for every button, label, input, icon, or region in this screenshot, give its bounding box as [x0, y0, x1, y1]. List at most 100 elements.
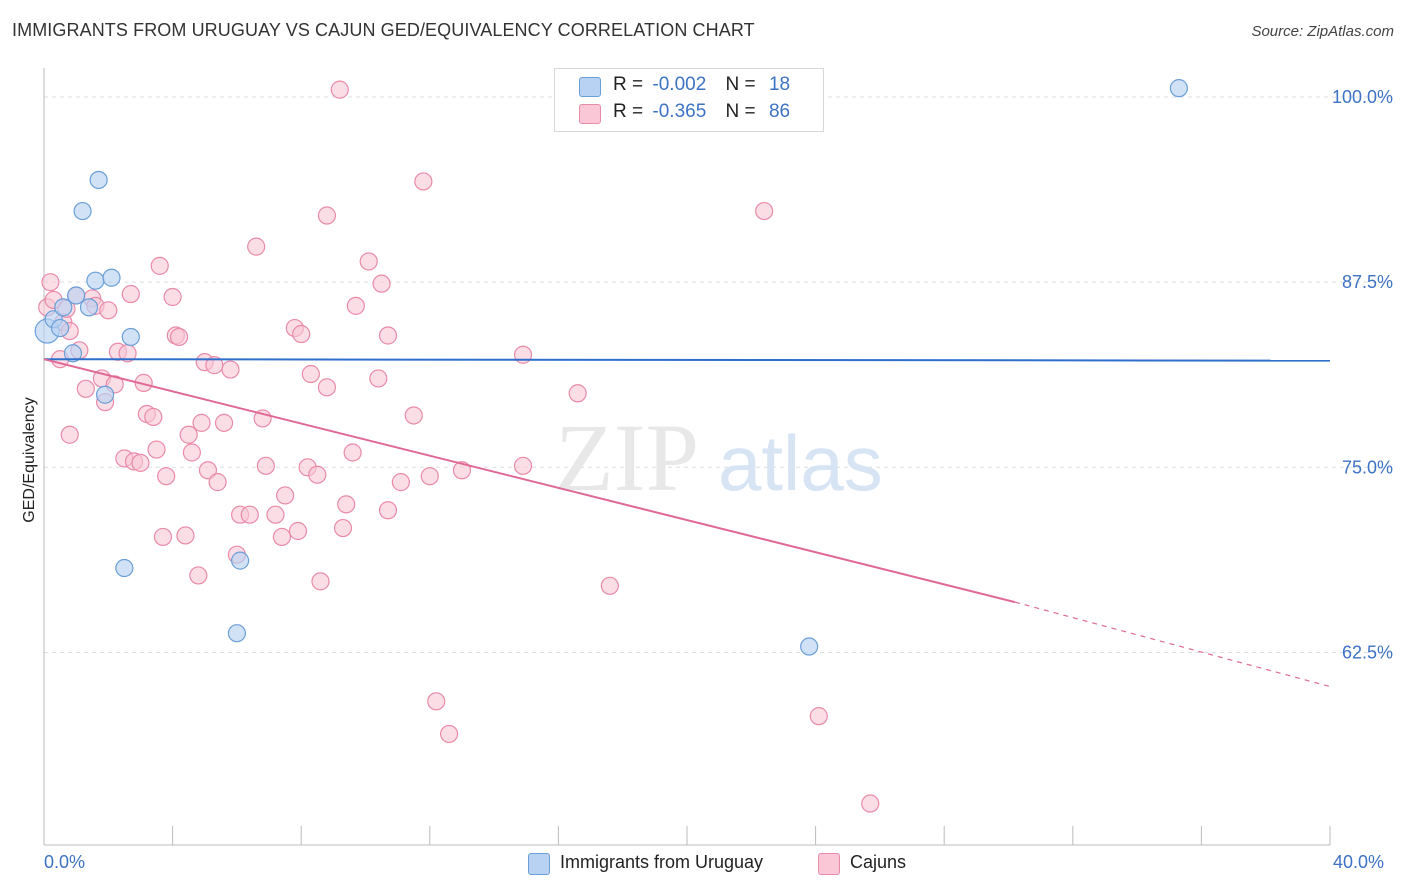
- trend-lines: [43, 358, 1331, 688]
- cajun-point: [452, 461, 472, 480]
- x-tick-max: 40.0%: [1333, 852, 1385, 872]
- cajun-point: [121, 284, 140, 304]
- cajun-point: [150, 256, 169, 275]
- cajun-point: [147, 440, 166, 459]
- uruguay-point: [50, 318, 70, 338]
- cajun-point: [292, 324, 311, 344]
- bottom-legend-swatch-cajuns: [818, 853, 840, 875]
- uruguay-point: [121, 327, 140, 347]
- legend-r-value: -0.365: [652, 101, 707, 122]
- cajun-point: [169, 327, 189, 347]
- cajun-point: [861, 794, 880, 813]
- cajun-point: [378, 501, 398, 520]
- cajun-point: [600, 576, 619, 595]
- cajun-point: [513, 456, 533, 475]
- cajun-point: [60, 425, 79, 444]
- uruguay-point: [63, 344, 83, 363]
- y-tick-label: 62.5%: [1342, 642, 1393, 662]
- cajun-point: [378, 326, 398, 345]
- cajun-point: [308, 465, 327, 484]
- cajun-point: [99, 301, 118, 320]
- legend-swatch-uruguay: [579, 77, 601, 97]
- data-points: [34, 79, 1188, 813]
- cajun-point: [182, 443, 201, 462]
- legend-n-label: N =: [725, 101, 756, 122]
- cajun-point: [369, 369, 388, 388]
- bottom-legend-swatch-uruguay: [528, 853, 550, 875]
- cajun-point: [420, 467, 439, 486]
- uruguay-point: [231, 551, 250, 570]
- cajun-point: [247, 237, 266, 256]
- cajun-point: [568, 384, 587, 403]
- cajun-point: [372, 274, 391, 293]
- cajun-point: [301, 364, 320, 384]
- legend-r-label: R =: [613, 74, 644, 95]
- cajun-point: [144, 407, 163, 427]
- uruguay-point: [54, 298, 73, 317]
- uruguay-point: [79, 298, 99, 317]
- uruguay-point: [95, 385, 115, 404]
- cajun-point: [192, 413, 211, 432]
- watermark-zip: ZIP: [555, 404, 699, 511]
- uruguay-trend-line: [43, 358, 1331, 362]
- uruguay-point: [227, 624, 246, 643]
- cajun-point: [333, 518, 353, 538]
- cajun-point: [809, 707, 828, 726]
- legend-swatch-cajuns: [579, 104, 601, 124]
- cajun-trend-extension: [1014, 601, 1331, 688]
- cajun-point: [221, 360, 240, 379]
- cajun-point: [272, 527, 292, 547]
- legend-text-cajuns: R = -0.365 N = 86: [613, 101, 790, 123]
- cajun-point: [330, 80, 349, 99]
- cajun-point: [391, 473, 410, 492]
- cajun-point: [266, 505, 285, 524]
- cajun-point: [153, 527, 173, 547]
- uruguay-point: [102, 268, 121, 287]
- uruguay-point: [89, 170, 108, 190]
- legend-r-value: -0.002: [652, 74, 707, 95]
- cajun-point: [208, 473, 227, 492]
- source-label: Source: ZipAtlas.com: [1251, 23, 1394, 40]
- cajun-point: [276, 486, 295, 505]
- legend: R = -0.002 N = 18 R = -0.365 N = 86: [554, 68, 824, 132]
- cajun-point: [214, 413, 234, 432]
- uruguay-point: [67, 286, 86, 305]
- cajun-point: [256, 456, 275, 475]
- cajun-point: [163, 287, 182, 307]
- cajun-point: [240, 505, 259, 524]
- bottom-legend-label-cajuns: Cajuns: [850, 852, 907, 872]
- cajun-point: [176, 526, 195, 545]
- cajun-point: [157, 467, 176, 486]
- x-tick-min: 0.0%: [44, 852, 86, 872]
- uruguay-point: [1169, 79, 1188, 98]
- cajun-point: [198, 461, 218, 480]
- cajun-point: [317, 378, 337, 397]
- uruguay-point: [800, 637, 819, 656]
- legend-n-value: 18: [768, 74, 791, 95]
- uruguay-point: [73, 201, 92, 221]
- legend-text-uruguay: R = -0.002 N = 18: [613, 74, 790, 96]
- legend-n-value: 86: [768, 101, 791, 122]
- cajun-point: [359, 252, 378, 271]
- y-tick-label: 100.0%: [1332, 87, 1393, 107]
- grid-lines: [44, 96, 1392, 653]
- cajun-point: [41, 273, 60, 292]
- uruguay-point: [86, 271, 105, 290]
- cajun-point: [337, 495, 356, 514]
- cajun-point: [76, 379, 95, 398]
- chart-title: IMMIGRANTS FROM URUGUAY VS CAJUN GED/EQU…: [12, 20, 755, 40]
- cajun-point: [346, 296, 365, 315]
- cajun-point: [288, 521, 308, 541]
- y-tick-label: 75.0%: [1342, 457, 1393, 477]
- cajun-point: [131, 453, 150, 472]
- cajun-point: [427, 692, 446, 711]
- cajun-point: [755, 201, 774, 221]
- uruguay-point: [115, 558, 134, 578]
- cajun-point: [343, 443, 362, 462]
- cajun-point: [414, 172, 433, 191]
- bottom-legend-label-uruguay: Immigrants from Uruguay: [560, 852, 764, 872]
- cajun-trend-line: [43, 358, 1016, 604]
- watermark-atlas: atlas: [718, 419, 883, 507]
- cajun-point: [404, 406, 423, 425]
